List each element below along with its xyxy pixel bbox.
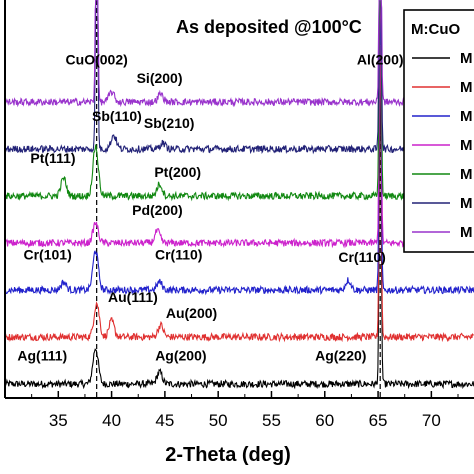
legend-title: M:CuO [411, 21, 460, 38]
series-line [4, 0, 474, 202]
peak-label: Sb(110) [92, 108, 142, 124]
x-tick-label: 55 [262, 411, 281, 430]
x-tick-label: 45 [155, 411, 174, 430]
peak-label: Ag(200) [155, 348, 206, 364]
x-tick-label: 40 [102, 411, 121, 430]
peak-label: Pt(200) [154, 164, 201, 180]
peak-label: Cr(110) [338, 249, 385, 265]
legend-label: M [460, 108, 473, 125]
series-line [4, 0, 474, 108]
peak-label: Cr(110) [155, 246, 202, 262]
legend-label: M [460, 79, 473, 96]
legend-label: M [460, 50, 473, 67]
legend-label: M [460, 224, 473, 241]
peak-annotations: CuO(002) Al(200) Si(200) Sb(110) Sb(210) Pt(1… [17, 51, 403, 363]
series-line [4, 88, 474, 390]
legend-label: M [460, 137, 473, 154]
legend-box [403, 9, 474, 253]
peak-label: Ag(220) [315, 348, 366, 364]
series-line [4, 0, 474, 296]
x-tick-label: 65 [369, 411, 388, 430]
peak-label: Pd(200) [132, 202, 183, 218]
x-axis-label: 2-Theta (deg) [165, 444, 291, 466]
series-layer [4, 0, 474, 390]
peak-label: Au(111) [108, 289, 158, 305]
chart-title-group: As deposited @100°C [176, 17, 362, 37]
x-ticks: 35 40 45 50 55 60 65 70 [31, 391, 459, 430]
peak-label: Au(200) [166, 305, 217, 321]
peak-label: Cr(101) [24, 246, 72, 262]
peak-label: Ag(111) [17, 348, 67, 364]
peak-label: Al(200) [357, 51, 404, 67]
chart-title: As deposited @100°C [176, 17, 362, 37]
x-tick-label: 60 [315, 411, 334, 430]
series-line [4, 0, 474, 155]
peak-label: Si(200) [137, 70, 183, 86]
peak-label: Pt(111) [30, 150, 75, 166]
x-tick-label: 50 [209, 411, 228, 430]
legend-label: M [460, 195, 473, 212]
peak-label: CuO(002) [66, 51, 128, 67]
series-line [4, 0, 474, 249]
axes: 35 40 45 50 55 60 65 70 [4, 0, 474, 430]
series-line [4, 45, 474, 343]
peak-label: Sb(210) [144, 115, 195, 131]
x-tick-label: 35 [49, 411, 68, 430]
legend-label: M [460, 166, 473, 183]
x-tick-label: 70 [422, 411, 441, 430]
